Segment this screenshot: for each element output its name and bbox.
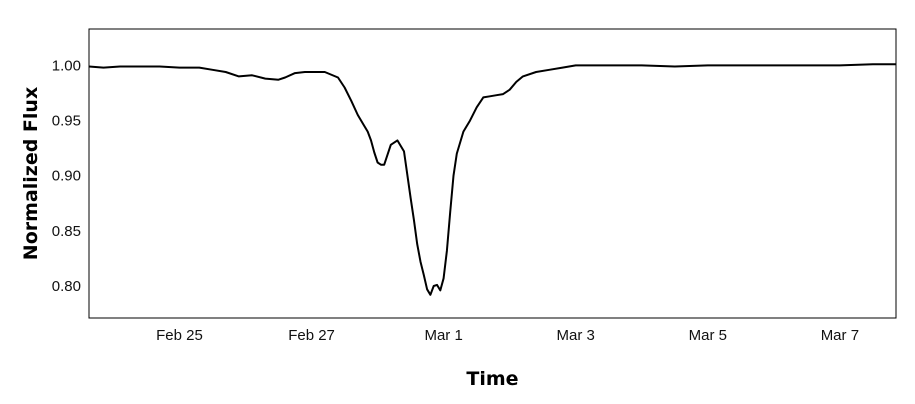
y-tick-label: 0.80 <box>52 278 81 295</box>
x-axis-ticks: Feb 25 Feb 27 Mar 1 Mar 3 Mar 5 Mar 7 <box>156 327 859 344</box>
plot-area-frame <box>88 28 897 319</box>
x-tick-label: Mar 5 <box>689 327 727 344</box>
x-tick-label: Feb 27 <box>288 327 335 344</box>
x-tick-label: Mar 3 <box>557 327 595 344</box>
y-axis-ticks: 0.80 0.85 0.90 0.95 1.00 <box>52 57 81 295</box>
y-tick-label: 1.00 <box>52 57 81 74</box>
x-tick-label: Feb 25 <box>156 327 203 344</box>
x-tick-label: Mar 1 <box>424 327 462 344</box>
y-axis-label: Normalized Flux <box>20 87 42 260</box>
y-tick-label: 0.90 <box>52 168 81 185</box>
flux-series-line <box>88 63 896 296</box>
y-tick-label: 0.95 <box>52 113 81 130</box>
x-tick-label: Mar 7 <box>821 327 859 344</box>
x-axis-label: Time <box>466 368 518 390</box>
y-tick-label: 0.85 <box>52 223 81 240</box>
